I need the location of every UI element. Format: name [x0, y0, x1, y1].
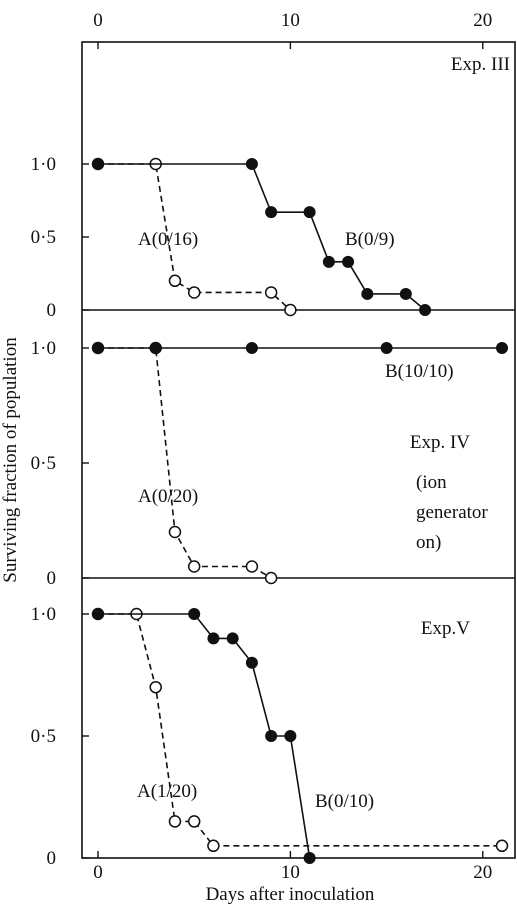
series-b: B(0/10)	[92, 608, 374, 864]
y-tick-label: 1·0	[31, 154, 56, 175]
data-point-open	[168, 525, 182, 539]
series-a: A(0/16)	[91, 157, 297, 317]
data-point-open	[495, 839, 509, 853]
data-point-filled	[188, 608, 201, 620]
bottom-x-tick-label: 0	[93, 862, 103, 883]
data-point-filled	[245, 342, 258, 354]
data-point-filled	[399, 287, 412, 300]
series-a: A(1/20)	[91, 607, 509, 853]
data-point-filled	[265, 730, 278, 742]
y-tick-label: 0	[47, 848, 57, 869]
series-label: A(0/16)	[138, 229, 198, 250]
panel-label: Exp. III	[451, 54, 510, 75]
series-b: B(0/9)	[92, 158, 432, 316]
panel-note-line: generator	[416, 502, 488, 523]
data-point-open	[149, 680, 162, 694]
data-point-open	[264, 571, 278, 585]
data-point-filled	[361, 287, 374, 300]
data-point-filled	[496, 342, 508, 354]
data-point-open	[187, 286, 201, 299]
series-label: A(0/20)	[138, 486, 198, 507]
data-point-open	[207, 839, 220, 853]
y-tick-label: 0	[47, 300, 57, 321]
data-point-filled	[245, 158, 258, 170]
series-label: B(0/9)	[345, 229, 395, 250]
data-point-filled	[207, 632, 220, 645]
bottom-x-axis: 0 10 20	[93, 851, 492, 883]
y-tick-label: 0·5	[31, 726, 56, 747]
y-tick-label: 0	[47, 568, 57, 589]
top-x-tick-label: 20	[473, 10, 492, 31]
data-point-filled	[419, 304, 432, 316]
data-point-filled	[92, 342, 104, 354]
data-point-filled	[226, 632, 239, 645]
data-point-filled	[284, 730, 297, 742]
y-tick-label: 1·0	[31, 338, 56, 359]
data-point-filled	[149, 342, 162, 354]
bottom-x-tick-label: 10	[281, 862, 300, 883]
panel-note-line: (ion	[416, 472, 447, 493]
y-tick-label: 1·0	[31, 604, 56, 625]
data-point-filled	[322, 255, 335, 268]
panel-label: Exp.V	[421, 618, 470, 639]
data-point-open	[284, 303, 297, 317]
data-point-open	[168, 274, 182, 288]
y-tick-label: 0·5	[31, 453, 56, 474]
bottom-x-tick-label: 20	[473, 862, 492, 883]
data-point-open	[187, 815, 201, 828]
chart-panel: 0 0·5 1·0 A(0/20) B(10/10) Exp. IV (ion generat…	[31, 338, 515, 589]
top-x-axis: 0 10 20	[93, 10, 492, 49]
data-point-filled	[265, 206, 278, 219]
data-point-filled	[92, 608, 104, 620]
y-axis-title: Surviving fraction of population	[0, 337, 21, 583]
plot-frame	[81, 41, 516, 859]
data-point-open	[245, 560, 259, 573]
series-line	[98, 613, 502, 847]
series-label: B(0/10)	[315, 791, 374, 812]
panel-note-line: on)	[416, 532, 441, 553]
series-line	[98, 347, 272, 579]
series-label: B(10/10)	[385, 361, 454, 382]
chart-panel: 0 0·5 1·0 A(1/20) B(0/10) Exp.V	[31, 604, 509, 869]
top-x-tick-label: 10	[281, 10, 300, 31]
panel-label: Exp. IV	[410, 432, 470, 453]
data-point-filled	[303, 206, 316, 219]
top-x-tick-label: 0	[93, 10, 103, 31]
series-label: A(1/20)	[137, 781, 197, 802]
data-point-filled	[92, 158, 104, 170]
x-axis-title: Days after inoculation	[206, 884, 375, 905]
data-point-open	[264, 286, 278, 299]
series-b: B(10/10)	[92, 342, 508, 382]
data-point-filled	[380, 342, 393, 354]
data-point-filled	[245, 656, 258, 669]
data-point-filled	[342, 255, 355, 268]
series-a: A(0/20)	[91, 341, 278, 585]
data-point-open	[187, 560, 201, 573]
data-point-filled	[303, 852, 316, 864]
series-line	[98, 613, 311, 859]
chart-panel: 0 0·5 1·0 A(0/16) B(0/9) Exp. III	[31, 54, 515, 321]
figure-frame	[81, 41, 516, 859]
data-point-open	[168, 815, 182, 828]
y-tick-label: 0·5	[31, 227, 56, 248]
panels: 0 0·5 1·0 A(0/16) B(0/9) Exp. III 0 0·5 1·0 A(0/2…	[31, 54, 515, 869]
